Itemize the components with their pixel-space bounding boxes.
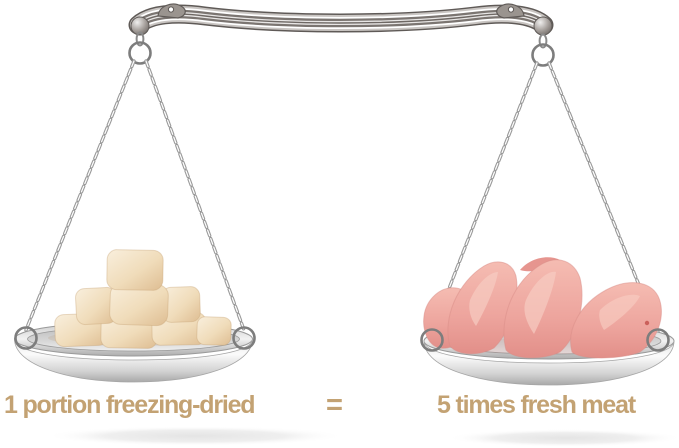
scale-beam — [128, 3, 554, 36]
right-pan-front — [423, 340, 675, 386]
cube — [196, 316, 232, 346]
right-ground-shadow — [447, 429, 679, 447]
beam-left-knob — [130, 16, 150, 36]
left-caption: 1 portion freezing-dried — [4, 391, 256, 419]
beam-right-knob — [533, 16, 553, 36]
beam-right-ear — [496, 3, 525, 19]
left-pan-chains — [24, 59, 246, 332]
left-hang-ring — [128, 31, 152, 65]
meat-blood-spot — [644, 320, 650, 326]
left-pan-front — [14, 338, 253, 383]
right-pan-right-ring — [646, 328, 670, 352]
meat-highlight — [599, 294, 640, 330]
right-pan-left-ring — [420, 328, 444, 352]
left-pan-left-ring — [14, 326, 38, 350]
right-hang-ring — [531, 33, 555, 67]
left-pan-right-ring — [232, 326, 256, 350]
cube — [106, 249, 164, 291]
meat-highlight — [469, 272, 498, 326]
fresh-meat — [423, 257, 662, 359]
equals-sign: = — [326, 389, 343, 421]
freeze-dried-cubes — [54, 249, 232, 349]
meat-highlight — [524, 271, 556, 334]
beam-left-ear — [157, 3, 186, 19]
left-ground-shadow — [45, 426, 345, 446]
right-caption: 5 times fresh meat — [437, 391, 636, 419]
